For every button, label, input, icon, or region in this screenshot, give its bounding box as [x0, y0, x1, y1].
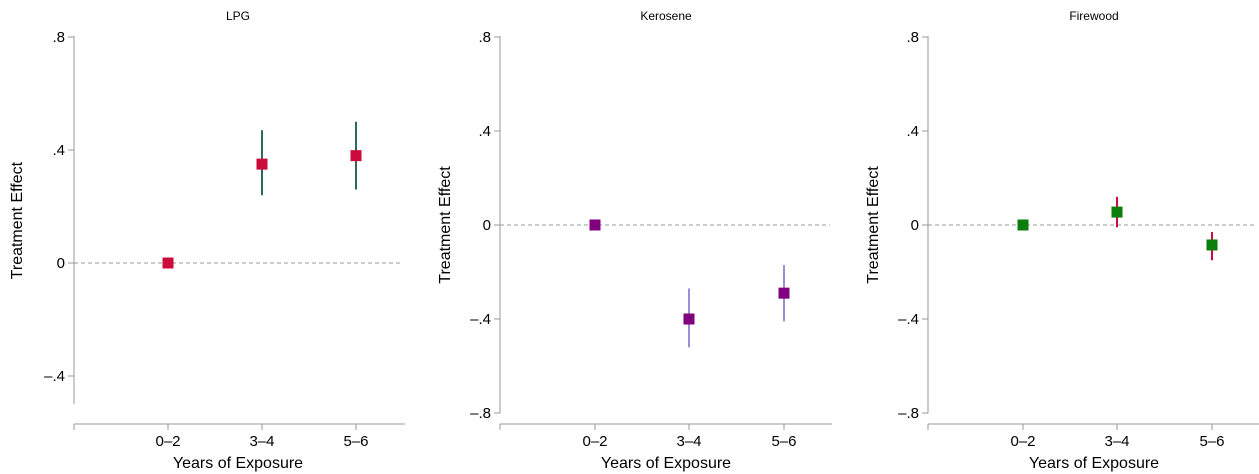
x-axis-label: Years of Exposure — [173, 455, 303, 472]
y-tick-label: –.8 — [898, 405, 919, 422]
point-estimate-marker — [162, 257, 174, 269]
point-estimate-marker — [683, 313, 695, 325]
y-tick-label: 0 — [911, 217, 919, 234]
x-axis-label: Years of Exposure — [1029, 455, 1159, 472]
x-tick-label: 3–4 — [249, 433, 274, 450]
point-estimate-marker — [350, 150, 362, 162]
x-tick-label: 0–2 — [582, 433, 607, 450]
y-tick-label: .4 — [52, 142, 65, 159]
point-estimate-marker — [256, 158, 268, 170]
y-axis-label: Treatment Effect — [865, 166, 882, 284]
point-estimate-marker — [1111, 206, 1123, 218]
x-tick-label: 5–6 — [771, 433, 796, 450]
y-axis-label: Treatment Effect — [9, 161, 26, 279]
point-estimate-marker — [1017, 219, 1029, 231]
y-tick-label: –.8 — [470, 405, 491, 422]
x-tick-label: 0–2 — [155, 433, 180, 450]
panel-1: LPG –.4 0 .4 .8 Treatment Effect 0–2 3–4 5–6 Year… — [9, 9, 405, 472]
x-tick-label: 0–2 — [1010, 433, 1035, 450]
panel-3: Firewood –.8 –.4 0 .4 .8 Treatment Effect 0–2 3–… — [865, 9, 1259, 472]
panel-title: Kerosene — [640, 9, 692, 23]
x-tick-label: 5–6 — [343, 433, 368, 450]
y-tick-label: 0 — [483, 217, 491, 234]
point-estimate-marker — [589, 219, 601, 231]
panel-title: LPG — [226, 9, 250, 23]
y-tick-label: .8 — [906, 29, 919, 46]
y-axis-label: Treatment Effect — [437, 166, 454, 284]
point-estimate-marker — [778, 287, 790, 299]
panel-title: Firewood — [1069, 9, 1118, 23]
x-tick-label: 3–4 — [1104, 433, 1129, 450]
y-tick-label: –.4 — [44, 368, 65, 385]
panel-2: Kerosene –.8 –.4 0 .4 .8 Treatment Effect 0–2 3–… — [437, 9, 832, 472]
y-tick-label: .4 — [906, 123, 919, 140]
y-tick-label: 0 — [57, 255, 65, 272]
point-estimate-marker — [1206, 239, 1218, 251]
y-tick-label: .8 — [52, 29, 65, 46]
y-tick-label: .8 — [478, 29, 491, 46]
x-tick-label: 5–6 — [1199, 433, 1224, 450]
x-tick-label: 3–4 — [676, 433, 701, 450]
y-tick-label: –.4 — [470, 311, 491, 328]
y-tick-label: –.4 — [898, 311, 919, 328]
y-tick-label: .4 — [478, 123, 491, 140]
x-axis-label: Years of Exposure — [601, 455, 731, 472]
